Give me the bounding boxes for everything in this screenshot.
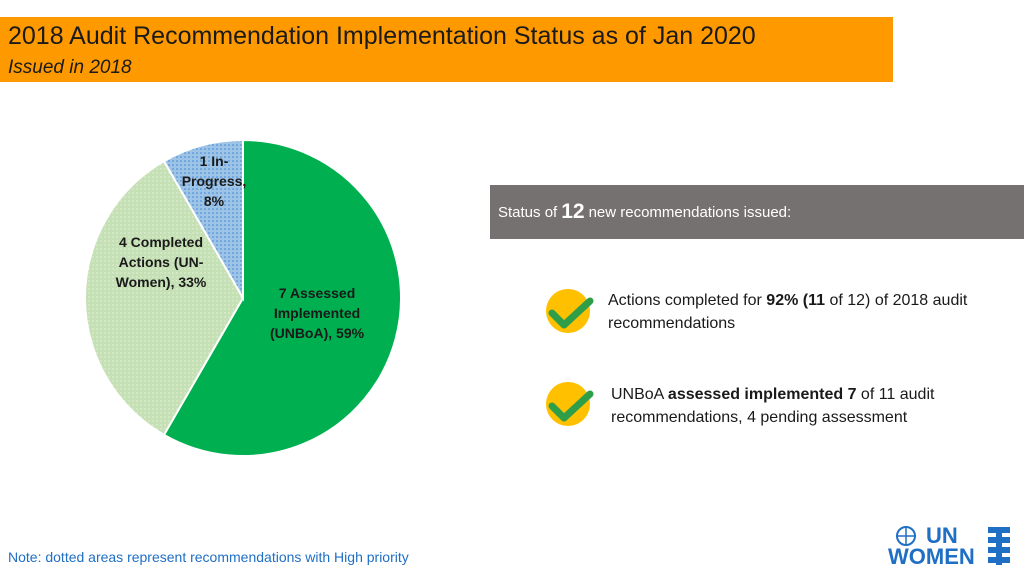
title-bar: 2018 Audit Recommendation Implementation…: [0, 17, 893, 82]
slice-label-in-progress: 1 In- Progress, 8%: [181, 153, 247, 209]
status-banner: Status of 12 new recommendations issued:: [490, 185, 1024, 239]
check-icon: [546, 289, 594, 333]
status-suffix: new recommendations issued:: [588, 203, 792, 221]
un-emblem-icon: [896, 526, 916, 546]
summary-item-assessed: UNBoA assessed implemented 7 of 11 audit…: [611, 386, 935, 426]
slice-label-completed: 4 Completed Actions (UN- Women), 33%: [115, 234, 207, 290]
pie-slice-in-progress: [162, 138, 244, 302]
summary-item-actions: Actions completed for 92% (11 of 12) of …: [608, 292, 968, 332]
slice-label-implemented: 7 Assessed Implemented (UNBoA), 59%: [269, 285, 365, 341]
page-title: 2018 Audit Recommendation Implementation…: [8, 22, 756, 50]
women-symbol-icon: [988, 527, 1010, 565]
status-prefix: Status of: [498, 203, 558, 221]
check-icon: [546, 382, 594, 426]
pie-slice-implemented: [162, 138, 402, 457]
footnote: Note: dotted areas represent recommendat…: [8, 549, 409, 565]
un-women-logo: UN WOMEN: [886, 523, 1016, 569]
page-subtitle: Issued in 2018: [8, 57, 132, 78]
status-count: 12: [561, 200, 585, 223]
